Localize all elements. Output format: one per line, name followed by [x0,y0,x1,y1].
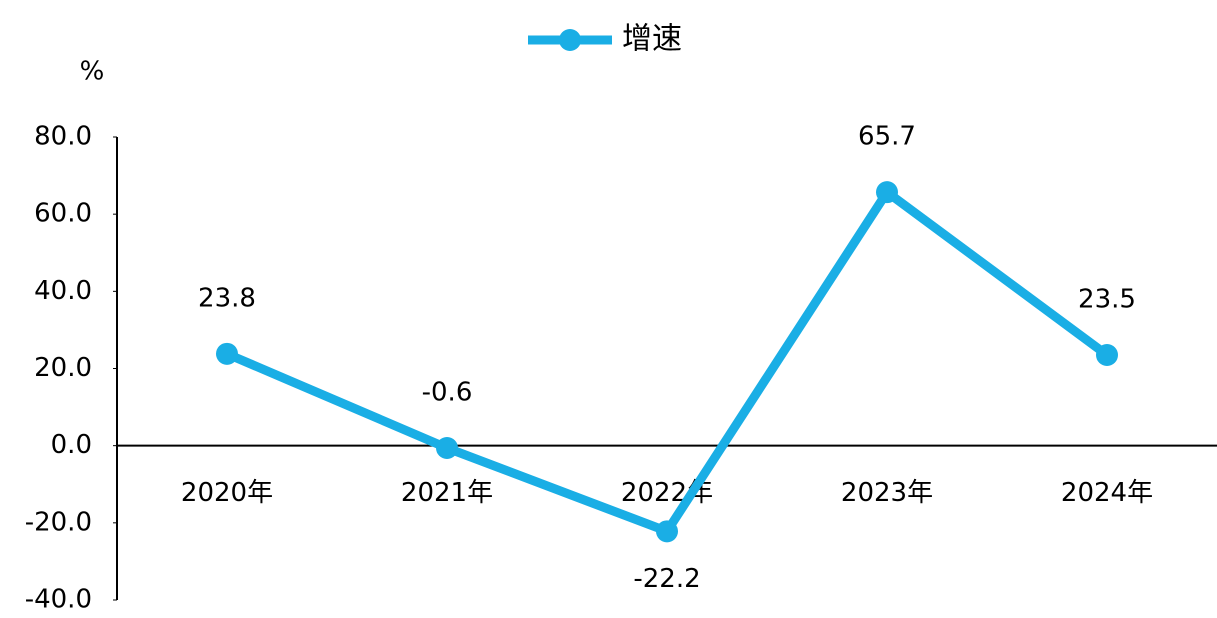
point [876,181,898,204]
point [216,342,238,365]
x-tick-label: 2020年 [181,478,273,508]
legend-marker [559,29,581,51]
y-tick-label: -20.0 [25,507,92,537]
data-label: 65.7 [858,122,916,152]
y-tick-label: 0.0 [51,430,92,460]
point [656,520,678,543]
y-tick-label: 40.0 [34,276,92,306]
data-label: -0.6 [422,377,473,407]
x-tick-label: 2024年 [1061,478,1153,508]
y-tick-label: 60.0 [34,199,92,229]
x-tick-label: 2023年 [841,478,933,508]
y-tick-label: -40.0 [25,585,92,615]
legend-label: 增速 [622,22,682,57]
y-unit: % [80,57,105,87]
y-tick-label: 20.0 [34,353,92,383]
data-label: 23.5 [1078,284,1136,314]
point [436,436,458,459]
data-label: -22.2 [633,564,700,594]
y-tick-label: 80.0 [34,122,92,152]
data-label: 23.8 [198,283,256,313]
point [1096,343,1118,366]
x-tick-label: 2021年 [401,478,493,508]
